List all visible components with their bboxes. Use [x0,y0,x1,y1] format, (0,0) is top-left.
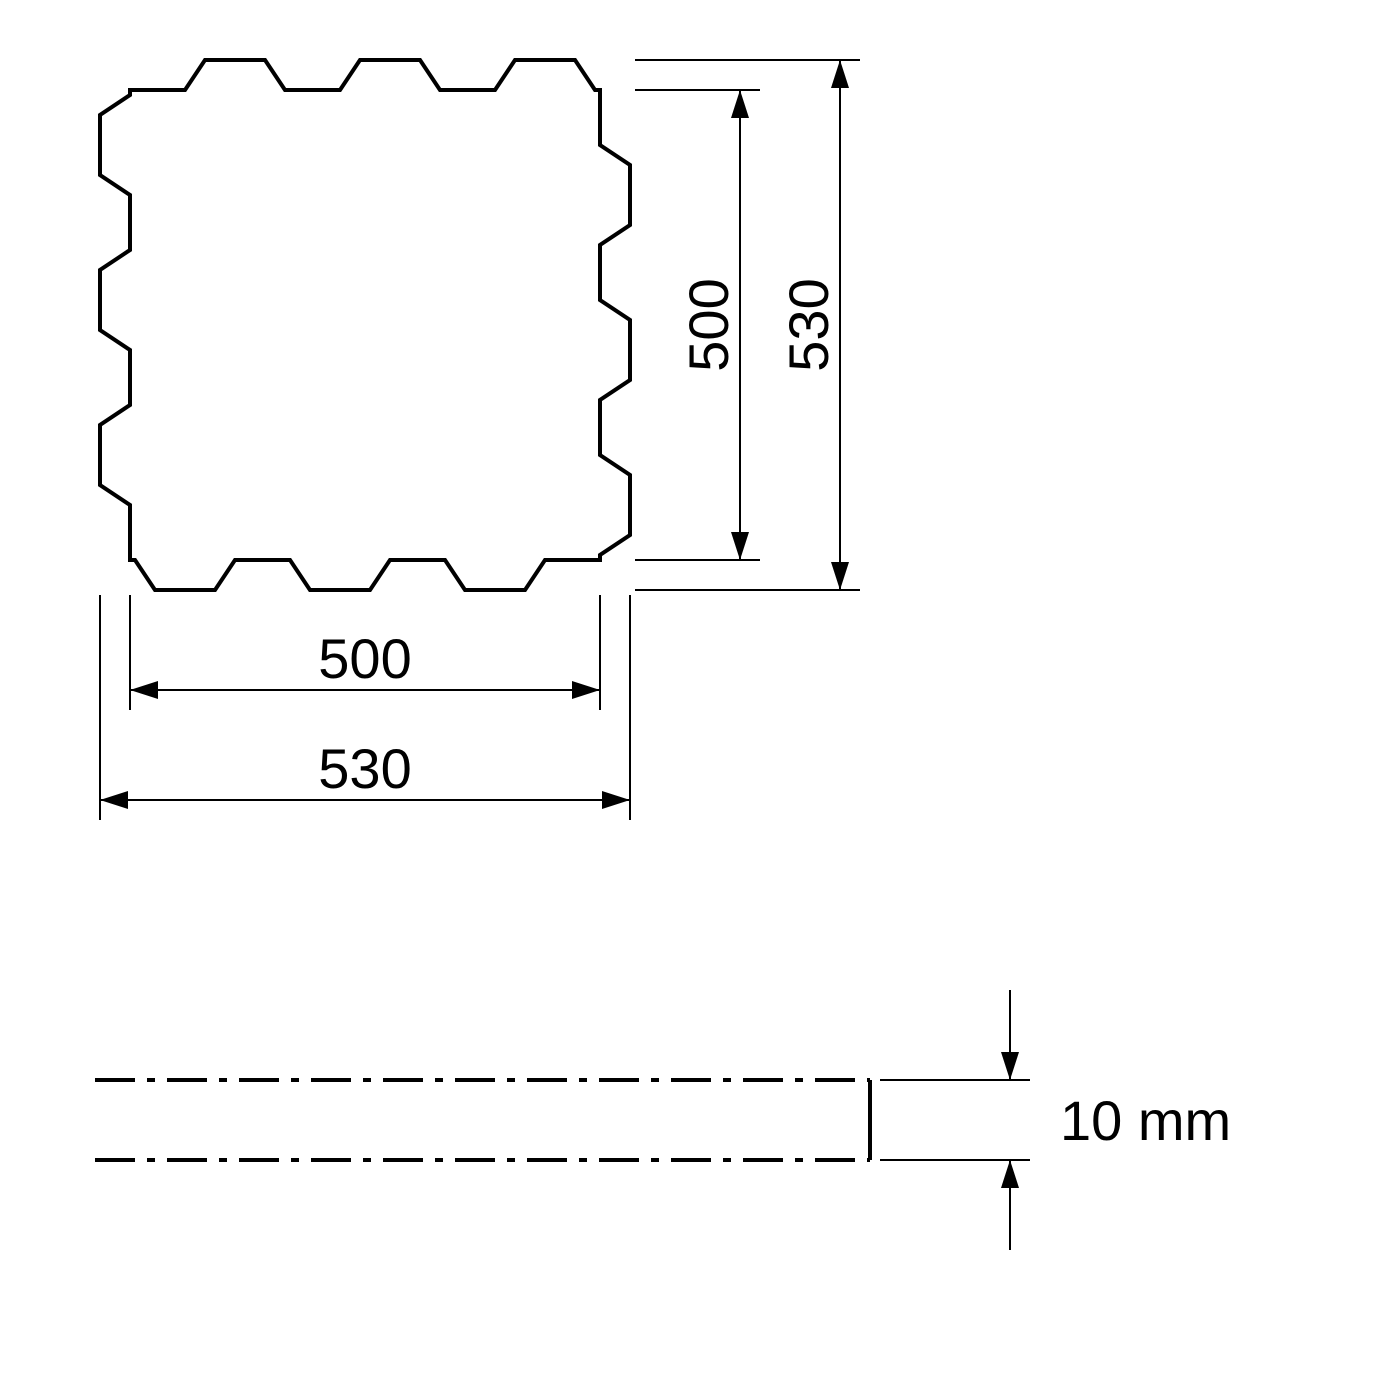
section-view: 10 mm [95,990,1231,1250]
horizontal-dimensions: 500 530 [100,595,630,820]
dimension-label: 500 [318,627,411,690]
technical-drawing: 500 530 500 530 10 mm [0,0,1400,1400]
dimension-label: 530 [318,737,411,800]
thickness-label: 10 mm [1060,1089,1231,1152]
vertical-dimensions: 500 530 [635,60,860,590]
tile-outline [100,60,630,590]
dimension-label: 500 [677,278,740,371]
dimension-label: 530 [777,278,840,371]
